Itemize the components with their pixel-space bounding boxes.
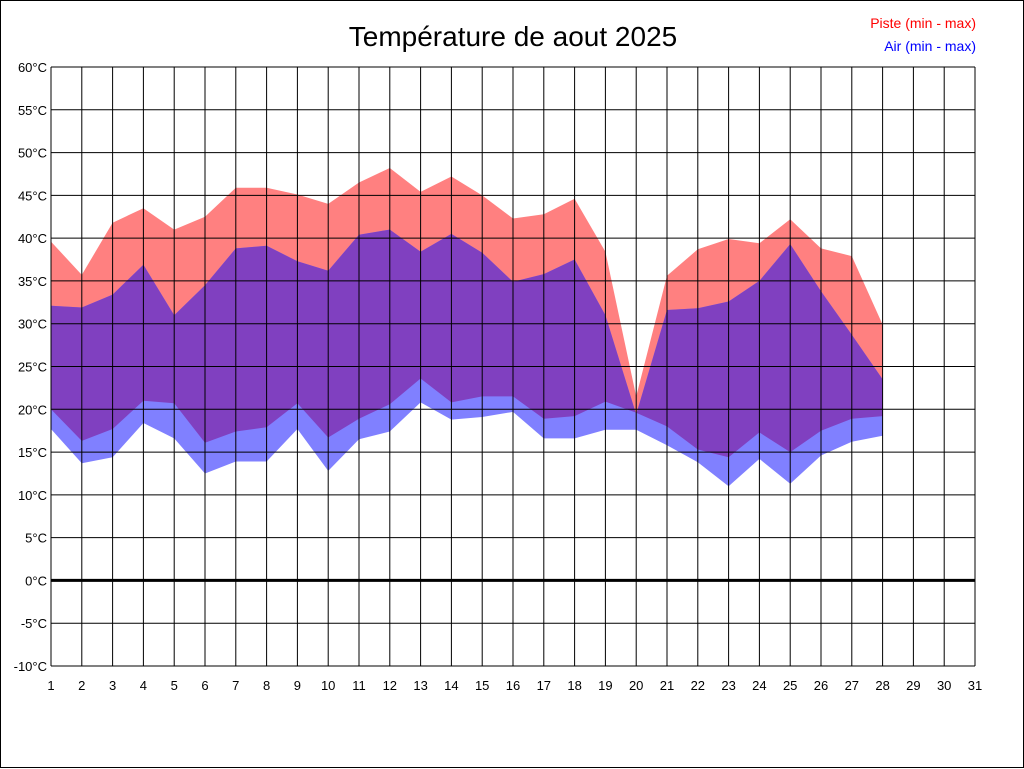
y-tick-label: 55°C xyxy=(18,103,47,118)
x-axis-ticks: 1 2 3 4 5 6 7 8 9 10 11 12 13 14 15 16 17 18 19 20 21 22 23 24 2… xyxy=(47,678,982,693)
x-tick-label: 30 xyxy=(937,678,951,693)
x-tick-label: 4 xyxy=(140,678,147,693)
x-tick-label: 11 xyxy=(352,678,366,693)
chart-title: Température de aout 2025 xyxy=(349,21,677,52)
x-tick-label: 25 xyxy=(783,678,797,693)
x-tick-label: 19 xyxy=(598,678,612,693)
x-tick-label: 2 xyxy=(78,678,85,693)
y-tick-label: 60°C xyxy=(18,60,47,75)
y-tick-label: 35°C xyxy=(18,274,47,289)
x-tick-label: 26 xyxy=(814,678,828,693)
x-tick-label: 9 xyxy=(294,678,301,693)
y-tick-label: -5°C xyxy=(21,616,47,631)
x-tick-label: 1 xyxy=(47,678,54,693)
y-tick-label: 50°C xyxy=(18,146,47,161)
x-tick-label: 5 xyxy=(171,678,178,693)
y-tick-label: 15°C xyxy=(18,445,47,460)
x-tick-label: 16 xyxy=(506,678,520,693)
x-tick-label: 20 xyxy=(629,678,643,693)
x-tick-label: 15 xyxy=(475,678,489,693)
x-tick-label: 7 xyxy=(232,678,239,693)
x-tick-label: 29 xyxy=(906,678,920,693)
x-tick-label: 22 xyxy=(691,678,705,693)
x-tick-label: 3 xyxy=(109,678,116,693)
x-tick-label: 28 xyxy=(875,678,889,693)
legend-air: Air (min - max) xyxy=(884,38,976,54)
x-tick-label: 24 xyxy=(752,678,766,693)
x-tick-label: 10 xyxy=(321,678,335,693)
series-overlap-area xyxy=(51,229,883,458)
x-tick-label: 27 xyxy=(845,678,859,693)
y-tick-label: 30°C xyxy=(18,317,47,332)
y-tick-label: 20°C xyxy=(18,402,47,417)
x-tick-label: 21 xyxy=(660,678,674,693)
x-tick-label: 12 xyxy=(383,678,397,693)
legend-piste: Piste (min - max) xyxy=(870,15,976,31)
y-tick-label: 40°C xyxy=(18,231,47,246)
y-axis-ticks: 60°C 55°C 50°C 45°C 40°C 35°C 30°C 25°C 20°C 15°C… xyxy=(14,60,47,674)
x-tick-label: 31 xyxy=(968,678,982,693)
x-tick-label: 17 xyxy=(537,678,551,693)
y-tick-label: 10°C xyxy=(18,488,47,503)
y-tick-label: 25°C xyxy=(18,360,47,375)
y-tick-label: 45°C xyxy=(18,188,47,203)
grid xyxy=(50,66,976,667)
x-tick-label: 13 xyxy=(413,678,427,693)
x-tick-label: 6 xyxy=(201,678,208,693)
y-tick-label: -10°C xyxy=(14,659,47,674)
x-tick-label: 8 xyxy=(263,678,270,693)
y-tick-label: 5°C xyxy=(25,531,47,546)
x-tick-label: 18 xyxy=(567,678,581,693)
y-tick-label: 0°C xyxy=(25,573,47,588)
x-tick-label: 14 xyxy=(444,678,458,693)
plot-areas xyxy=(51,168,883,487)
x-tick-label: 23 xyxy=(721,678,735,693)
